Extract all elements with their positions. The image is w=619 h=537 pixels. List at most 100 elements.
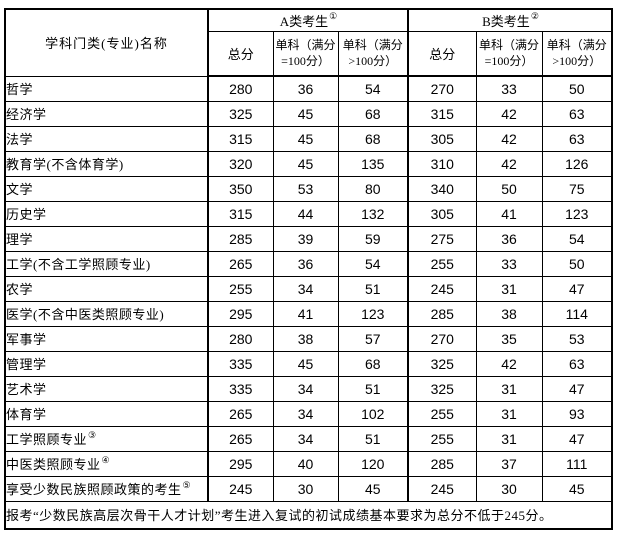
score-cell-a-single-gt100: 80 [337, 175, 409, 202]
score-cell-b-total: 270 [407, 325, 477, 352]
score-cell-b-single-gt100: 47 [541, 375, 613, 402]
column-header-b-single-gt100: 单科（满分 >100分） [541, 30, 613, 77]
subject-name-cell: 医学(不含中医类照顾专业) [4, 300, 209, 327]
score-cell-a-single-gt100: 45 [337, 475, 409, 502]
score-cell-b-single-eq100: 37 [475, 450, 543, 477]
score-cell-a-single-gt100: 57 [337, 325, 409, 352]
score-cell-b-single-eq100: 33 [475, 75, 543, 102]
table-row: 医学(不含中医类照顾专业) 295 41 123 285 38 114 [4, 300, 613, 327]
score-cell-a-single-gt100: 51 [337, 275, 409, 302]
column-header-b-total: 总分 [407, 30, 477, 77]
table-row: 教育学(不含体育学) 320 45 135 310 42 126 [4, 150, 613, 177]
score-cell-a-single-eq100: 36 [272, 250, 339, 277]
score-cell-a-total: 350 [207, 175, 274, 202]
score-cell-b-single-gt100: 111 [541, 450, 613, 477]
score-cell-b-single-gt100: 63 [541, 350, 613, 377]
score-cell-b-total: 285 [407, 450, 477, 477]
score-cell-b-total: 325 [407, 350, 477, 377]
score-cell-a-single-eq100: 44 [272, 200, 339, 227]
score-cell-a-total: 315 [207, 200, 274, 227]
score-cell-b-single-eq100: 42 [475, 350, 543, 377]
table-row: 哲学 280 36 54 270 33 50 [4, 75, 613, 102]
score-cell-b-single-eq100: 30 [475, 475, 543, 502]
column-group-a: A类考生① [206, 8, 409, 32]
single-eq100-line1: 单科（满分 [479, 38, 540, 53]
subject-footnote-marker: ③ [88, 429, 97, 440]
score-cell-b-single-gt100: 93 [541, 400, 613, 427]
score-cell-a-single-eq100: 40 [272, 450, 339, 477]
score-cell-b-single-eq100: 36 [475, 225, 543, 252]
score-cell-a-single-gt100: 123 [337, 300, 409, 327]
score-cell-b-single-eq100: 41 [475, 200, 543, 227]
score-cell-a-single-eq100: 34 [272, 275, 339, 302]
table-row: 理学 285 39 59 275 36 54 [4, 225, 613, 252]
score-cell-a-total: 315 [207, 125, 274, 152]
single-gt100-line1: 单科（满分 [342, 38, 403, 53]
subject-name-cell: 农学 [4, 275, 209, 302]
group-b-label: B类考生 [482, 13, 530, 29]
score-cell-a-single-eq100: 45 [272, 150, 339, 177]
table-row: 法学 315 45 68 305 42 63 [4, 125, 613, 152]
footnote-row: 报考“少数民族高层次骨干人才计划”考生进入复试的初试成绩基本要求为总分不低于24… [4, 500, 613, 530]
table-row: 管理学 335 45 68 325 42 63 [4, 350, 613, 377]
score-cell-b-total: 310 [407, 150, 477, 177]
group-b-footnote-marker: ② [530, 11, 539, 22]
score-cell-a-single-eq100: 38 [272, 325, 339, 352]
score-cell-a-single-eq100: 45 [272, 100, 339, 127]
subject-name: 中医类照顾专业 [6, 457, 101, 472]
subject-name-cell: 工学(不含工学照顾专业) [4, 250, 209, 277]
score-cell-b-single-eq100: 42 [475, 100, 543, 127]
subject-name: 文学 [6, 182, 34, 197]
score-cell-a-total: 280 [207, 75, 274, 102]
score-cell-b-single-eq100: 50 [475, 175, 543, 202]
table-row: 历史学 315 44 132 305 41 123 [4, 200, 613, 227]
score-cell-b-single-gt100: 75 [541, 175, 613, 202]
subject-name: 体育学 [6, 407, 47, 422]
score-cell-a-total: 245 [207, 475, 274, 502]
score-cell-b-total: 245 [407, 475, 477, 502]
score-cell-a-single-eq100: 36 [272, 75, 339, 102]
single-gt100-line1: 单科（满分 [546, 38, 607, 53]
subject-name: 工学照顾专业 [6, 432, 88, 447]
score-cell-b-single-gt100: 50 [541, 75, 613, 102]
subject-name: 军事学 [6, 332, 47, 347]
score-cell-b-total: 305 [407, 125, 477, 152]
subject-name: 经济学 [6, 107, 47, 122]
admission-score-table: 学科门类(专业)名称 A类考生① B类考生② 总分 单科（满分 =100分） 单科… [4, 8, 614, 530]
subject-name: 教育学(不含体育学) [6, 157, 124, 172]
score-cell-b-single-gt100: 126 [541, 150, 613, 177]
score-cell-b-single-eq100: 42 [475, 150, 543, 177]
single-eq100-line2: =100分） [281, 54, 330, 69]
score-cell-b-total: 245 [407, 275, 477, 302]
score-cell-b-single-eq100: 31 [475, 275, 543, 302]
score-cell-b-single-gt100: 50 [541, 250, 613, 277]
score-cell-a-total: 335 [207, 350, 274, 377]
score-cell-a-single-eq100: 41 [272, 300, 339, 327]
score-cell-a-single-gt100: 59 [337, 225, 409, 252]
table-row: 经济学 325 45 68 315 42 63 [4, 100, 613, 127]
score-cell-b-single-eq100: 38 [475, 300, 543, 327]
subject-name-cell: 体育学 [4, 400, 209, 427]
score-cell-a-single-eq100: 45 [272, 350, 339, 377]
table-row: 体育学 265 34 102 255 31 93 [4, 400, 613, 427]
score-cell-a-total: 335 [207, 375, 274, 402]
subject-name-cell: 中医类照顾专业④ [4, 450, 209, 477]
group-a-label: A类考生 [279, 13, 329, 29]
score-cell-b-total: 275 [407, 225, 477, 252]
score-cell-b-total: 285 [407, 300, 477, 327]
subject-name-cell: 法学 [4, 125, 209, 152]
score-cell-b-single-gt100: 53 [541, 325, 613, 352]
column-header-a-single-eq100: 单科（满分 =100分） [272, 30, 339, 77]
subject-name-cell: 工学照顾专业③ [4, 425, 209, 452]
score-cell-b-total: 305 [407, 200, 477, 227]
subject-footnote-marker: ④ [101, 454, 111, 465]
score-cell-b-single-eq100: 42 [475, 125, 543, 152]
single-gt100-line2: >100分） [552, 54, 602, 69]
subject-name: 农学 [6, 282, 34, 297]
group-a-footnote-marker: ① [329, 11, 338, 22]
score-cell-a-single-eq100: 53 [272, 175, 339, 202]
score-cell-b-single-gt100: 45 [541, 475, 613, 502]
score-cell-b-single-gt100: 47 [541, 275, 613, 302]
table-row: 农学 255 34 51 245 31 47 [4, 275, 613, 302]
score-cell-b-single-gt100: 114 [541, 300, 613, 327]
